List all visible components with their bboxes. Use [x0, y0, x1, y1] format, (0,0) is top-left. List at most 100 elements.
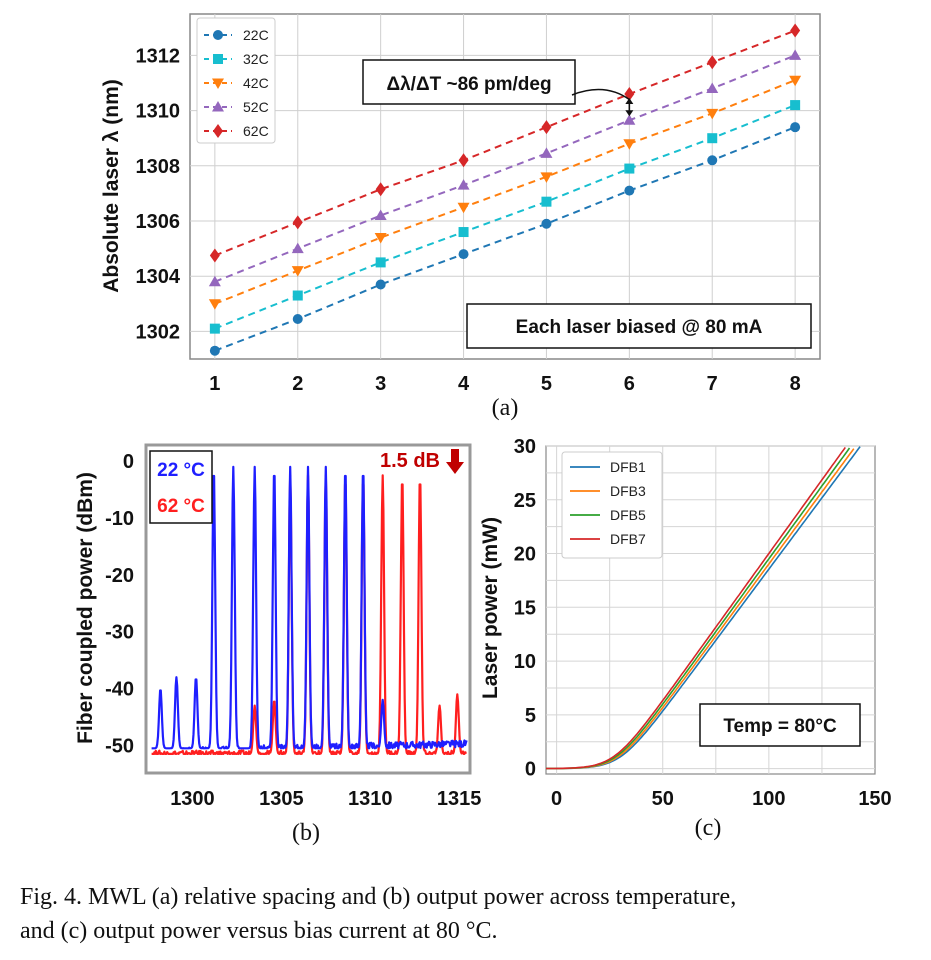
panel-a-data-point	[624, 185, 635, 196]
panel-a-series-line	[214, 104, 796, 330]
panel-a-x-tick-label: 5	[541, 373, 552, 395]
panel-b-legend: 22 °C 62 °C	[149, 450, 213, 524]
panel-a-data-point	[707, 55, 718, 70]
panel-c-legend-label: DFB7	[610, 531, 646, 547]
panel-a-data-point	[458, 227, 469, 238]
panel-c-legend-label: DFB5	[610, 507, 646, 523]
panel-a-series	[208, 23, 802, 356]
temp-annotation-box	[699, 703, 861, 747]
panel-b-x-tick-label: 1310	[348, 788, 393, 810]
panel-b-y-tick-label: -40	[105, 679, 134, 701]
panel-a-x-tick-label: 6	[624, 373, 635, 395]
panel-c-ticks: 0 50 100 150 0 5 10 15 20 25 30	[514, 436, 892, 810]
panel-a-data-point	[623, 139, 636, 150]
panel-a-data-point	[208, 299, 221, 310]
caption-line-1: Fig. 4. MWL (a) relative spacing and (b)…	[20, 884, 737, 910]
panel-a-x-tick-label: 7	[707, 373, 718, 395]
panel-a-x-tick-label: 4	[458, 373, 470, 395]
panel-a-data-point	[789, 49, 802, 60]
panel-b-x-tick-label: 1300	[170, 788, 215, 810]
panel-a-series-22C	[209, 122, 801, 356]
panel-a-data-point	[458, 249, 469, 260]
panel-c-x-tick-label: 150	[858, 788, 891, 810]
panel-c-series	[545, 446, 861, 770]
slope-annotation-text: Δλ/ΔT ~86 pm/deg	[386, 74, 551, 95]
panel-a-chart: 1 2 3 4 5 6 7 8 1302 1304 1306 1308 1310 1312 Absolut…	[100, 13, 821, 421]
panel-a-y-tick-label: 1312	[136, 45, 181, 67]
bias-annotation: Each laser biased @ 80 mA	[466, 303, 812, 349]
panel-a-legend-label: 62C	[243, 123, 269, 139]
panel-a-data-point	[707, 133, 718, 144]
panel-a-legend-marker	[213, 124, 223, 138]
panel-b-ticks: 1300 1305 1310 1315 0 -10 -20 -30 -40 -50	[105, 451, 481, 810]
panel-b-label: (b)	[292, 820, 320, 846]
temp-annotation-text: Temp = 80°C	[723, 716, 837, 737]
panel-a-data-point	[458, 153, 469, 168]
panel-b-y-axis-label: Fiber coupled power (dBm)	[74, 472, 97, 744]
panel-a-label: (a)	[492, 395, 519, 421]
figure-caption: Fig. 4. MWL (a) relative spacing and (b)…	[20, 880, 920, 948]
panel-c-y-axis-label: Laser power (mW)	[479, 517, 502, 699]
panel-b-x-tick-label: 1305	[259, 788, 304, 810]
panel-a-data-point	[707, 155, 718, 166]
panel-c-y-tick-label: 30	[514, 436, 536, 458]
panel-a-x-tick-label: 2	[292, 373, 303, 395]
panel-a-series-42C	[208, 75, 802, 310]
panel-a-data-point	[374, 233, 387, 244]
panel-c-legend-label: DFB1	[610, 459, 646, 475]
panel-a-data-point	[541, 218, 552, 229]
panel-a-legend-marker	[213, 54, 223, 64]
panel-c-x-tick-label: 100	[752, 788, 785, 810]
panel-a-y-tick-label: 1306	[136, 211, 181, 233]
panel-a-x-tick-label: 3	[375, 373, 386, 395]
panel-b-legend-box	[149, 450, 213, 524]
panel-b-y-tick-label: -50	[105, 735, 134, 757]
panel-c-y-tick-label: 5	[525, 705, 536, 727]
panel-a-legend-marker	[212, 78, 224, 89]
panel-a-data-point	[706, 82, 719, 94]
panel-a-data-point	[540, 147, 553, 158]
panel-c-legend-box	[561, 451, 663, 559]
panel-c-y-tick-label: 20	[514, 544, 536, 566]
down-arrow-icon	[446, 449, 464, 474]
panel-a-data-point	[209, 323, 220, 334]
panel-a-legend-label: 42C	[243, 75, 269, 91]
panel-a-data-point	[208, 275, 221, 287]
panel-a-series-52C	[208, 49, 802, 287]
panel-a-data-point	[790, 122, 801, 133]
figure-canvas: 1 2 3 4 5 6 7 8 1302 1304 1306 1308 1310 1312 Absolut…	[74, 13, 892, 846]
panel-a-y-tick-label: 1304	[136, 266, 181, 288]
panel-b-y-tick-label: 0	[123, 451, 134, 473]
panel-b-legend-62c: 62 °C	[157, 496, 205, 517]
panel-a-data-point	[291, 242, 304, 254]
panel-a-data-point	[292, 290, 303, 301]
temp-annotation: Temp = 80°C	[699, 703, 861, 747]
slope-double-arrow	[625, 98, 634, 117]
panel-a-data-point	[457, 202, 470, 214]
panel-a-legend-marker	[213, 30, 223, 40]
panel-a-y-axis-label: Absolute laser λ (nm)	[100, 79, 123, 293]
panel-a-series-line	[214, 79, 796, 305]
slope-annotation-leader	[571, 88, 631, 101]
panel-a-data-point	[541, 196, 552, 207]
panel-b-y-tick-label: -30	[105, 622, 134, 644]
panel-b-db-annotation: 1.5 dB	[380, 449, 464, 474]
slope-annotation: Δλ/ΔT ~86 pm/deg	[362, 59, 634, 117]
panel-a-legend-label: 52C	[243, 99, 269, 115]
caption-line-2: and (c) output power versus bias current…	[20, 918, 498, 944]
panel-a-data-point	[209, 248, 220, 263]
panel-a-legend-label: 32C	[243, 51, 269, 67]
panel-a-x-tick-label: 1	[209, 373, 220, 395]
panel-a-data-point	[291, 266, 304, 277]
panel-c-y-tick-label: 10	[514, 651, 536, 673]
panel-a-x-tick-label: 8	[790, 373, 801, 395]
panel-c-x-tick-label: 0	[551, 788, 562, 810]
panel-b-chart: 1300 1305 1310 1315 0 -10 -20 -30 -40 -50 Fiber c…	[74, 443, 481, 846]
panel-b-spectrum-line	[151, 465, 468, 750]
panel-b-db-annotation-text: 1.5 dB	[380, 450, 440, 472]
panel-a-data-point	[375, 182, 386, 197]
panel-a-data-point	[706, 108, 719, 120]
panel-a-series-line	[214, 29, 796, 257]
panel-c-label: (c)	[695, 815, 722, 841]
panel-a-legend-box	[196, 17, 276, 144]
